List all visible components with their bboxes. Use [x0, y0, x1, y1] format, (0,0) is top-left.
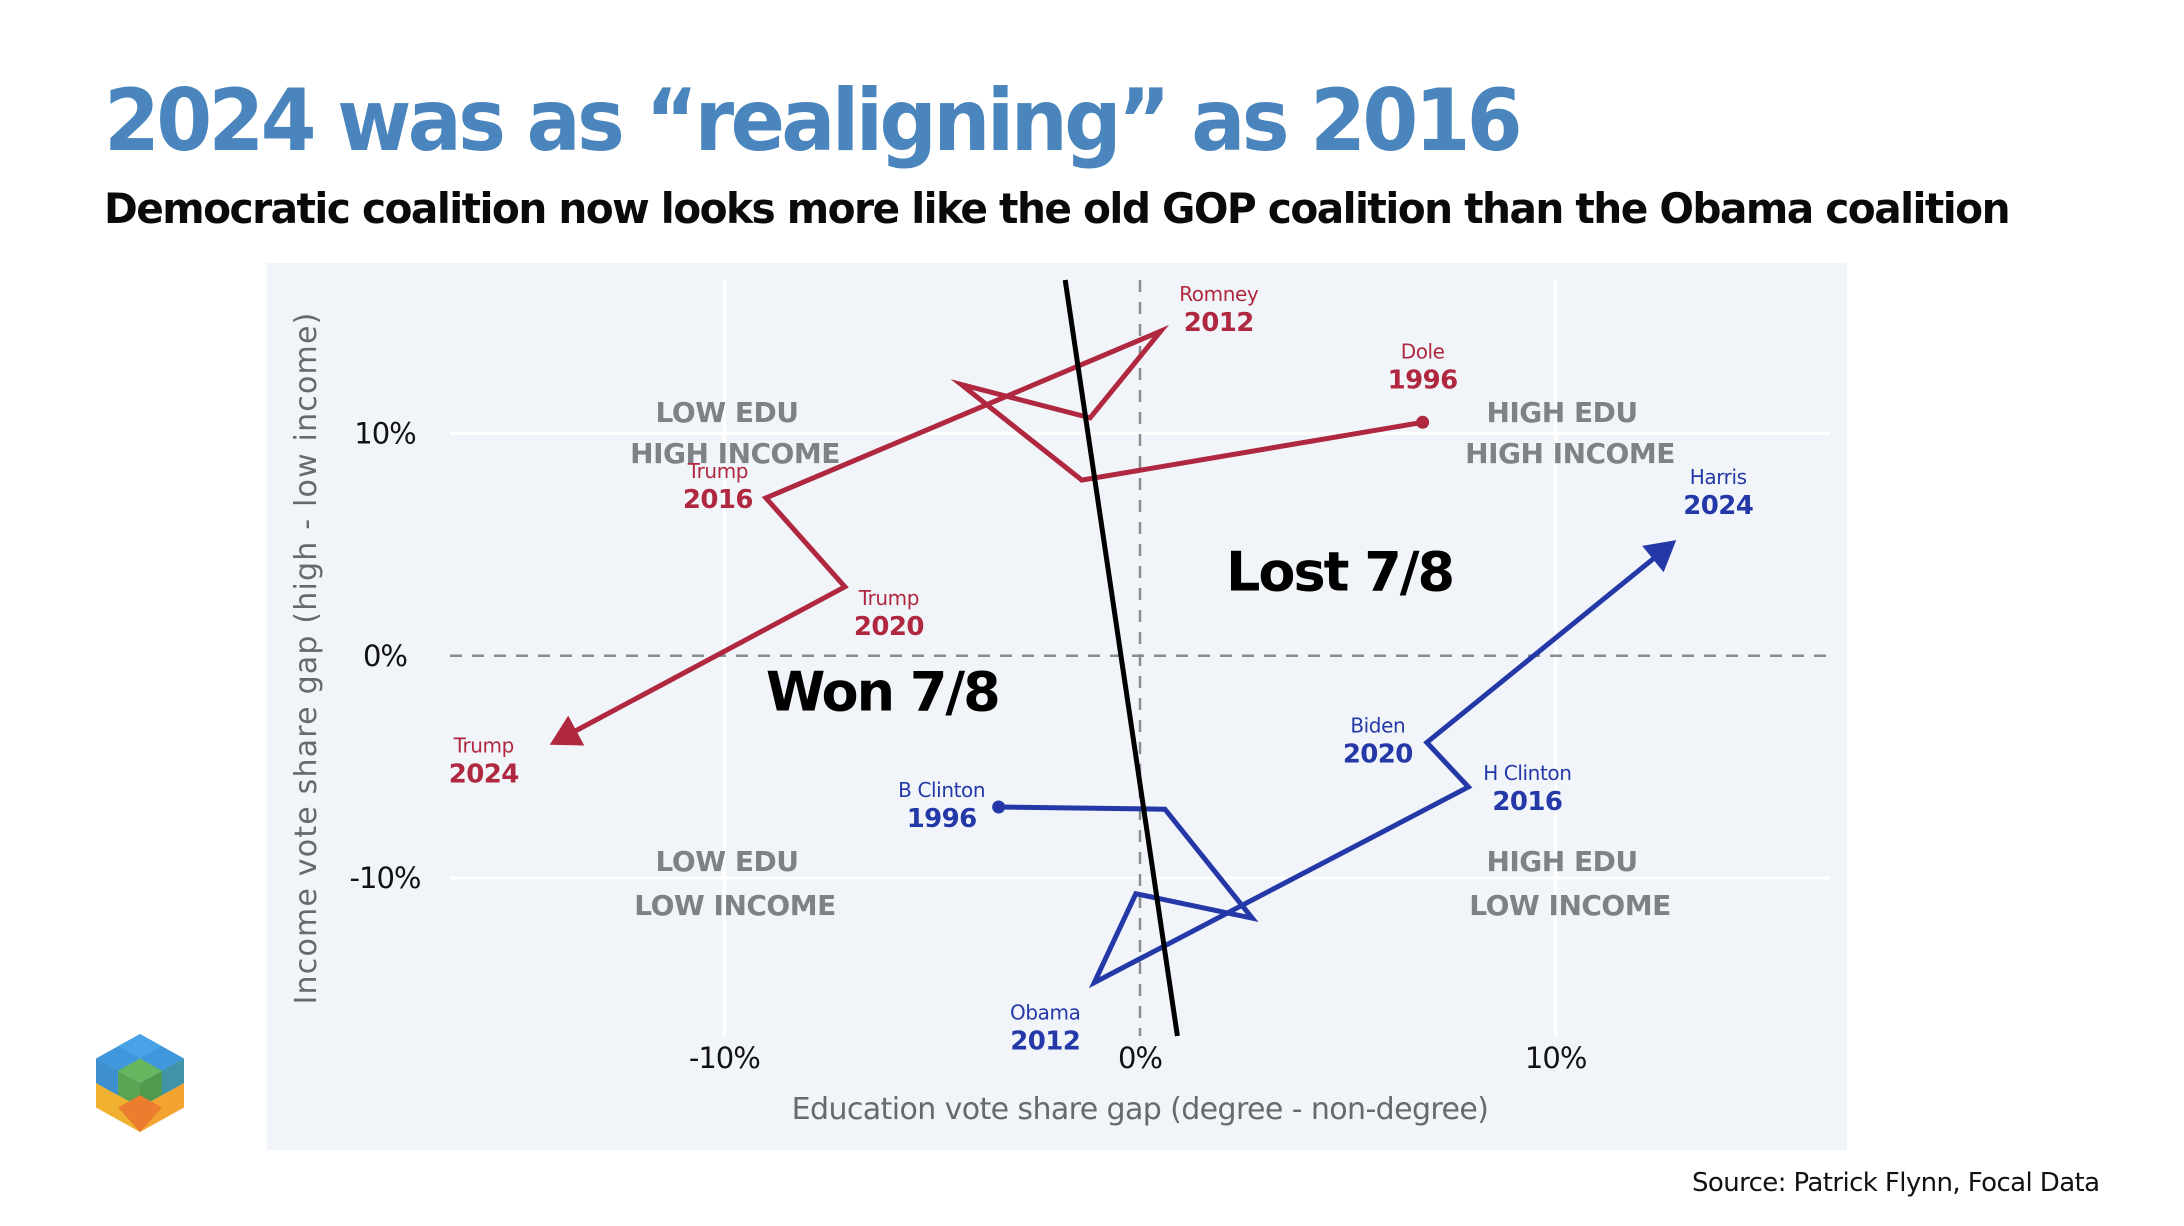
- point-label-candidate: Biden: [1350, 713, 1405, 737]
- point-label-candidate: Trump: [687, 459, 748, 483]
- annotation-divider-line: [1062, 279, 1180, 1037]
- quadrant-label-bottom-right-line2: LOW INCOME: [1469, 889, 1670, 922]
- point-label-year: 2012: [1010, 1027, 1080, 1057]
- point-label-candidate: H Clinton: [1483, 761, 1571, 785]
- x-axis-title: Education vote share gap (degree - non-d…: [792, 1092, 1489, 1127]
- page-title: 2024 was as “realigning” as 2016: [104, 71, 1523, 171]
- y-axis-title: Income vote share gap (high - low income…: [289, 311, 324, 1004]
- start-dot-republican: [1416, 415, 1430, 429]
- quadrant-label-bottom-left-line1: LOW EDU: [656, 845, 799, 878]
- point-label-candidate: Romney: [1179, 282, 1259, 306]
- scatter-path-chart: -10% 0% 10% 10% 0% -10% Education vote share g…: [289, 279, 1830, 1127]
- point-label-year: 2016: [1492, 787, 1562, 817]
- y-tick-label: -10%: [350, 861, 421, 895]
- point-label-year: 2020: [854, 612, 924, 642]
- point-label-candidate: B Clinton: [898, 778, 985, 802]
- series-line-democratic: [998, 555, 1657, 989]
- source-note: Source: Patrick Flynn, Focal Data: [1692, 1168, 2100, 1198]
- arrowhead-republican: [549, 715, 585, 746]
- annotation-won: Won 7/8: [766, 660, 999, 723]
- quadrant-label-top-left-line1: LOW EDU: [656, 396, 799, 429]
- quadrant-label-bottom-left-line2: LOW INCOME: [634, 889, 835, 922]
- point-label-candidate: Harris: [1690, 465, 1747, 489]
- point-label-candidate: Trump: [858, 586, 919, 610]
- point-label-year: 1996: [1388, 365, 1458, 395]
- arrowhead-democratic: [1642, 540, 1677, 573]
- point-label-year: 1996: [907, 804, 977, 834]
- point-label-candidate: Dole: [1401, 339, 1445, 363]
- y-tick-label: 10%: [354, 416, 415, 450]
- x-tick-label: 0%: [1118, 1041, 1162, 1075]
- focal-data-logo-icon: [96, 1034, 184, 1132]
- x-tick-label: -10%: [689, 1041, 760, 1075]
- chart-panel: -10% 0% 10% 10% 0% -10% Education vote share g…: [267, 263, 1847, 1150]
- point-label-year: 2020: [1343, 739, 1413, 769]
- x-tick-label: 10%: [1525, 1041, 1586, 1075]
- quadrant-label-top-right-line1: HIGH EDU: [1486, 396, 1637, 429]
- point-label-year: 2024: [449, 760, 519, 790]
- y-tick-label: 0%: [363, 639, 407, 673]
- point-label-year: 2016: [683, 485, 753, 515]
- point-label-candidate: Obama: [1010, 1001, 1080, 1025]
- point-label-year: 2024: [1683, 491, 1753, 521]
- quadrant-label-bottom-right-line1: HIGH EDU: [1486, 845, 1637, 878]
- start-dot-democratic: [992, 800, 1006, 814]
- point-label-candidate: Trump: [453, 734, 514, 758]
- point-label-year: 2012: [1184, 308, 1254, 338]
- annotation-lost: Lost 7/8: [1226, 540, 1453, 603]
- quadrant-label-top-right-line2: HIGH INCOME: [1465, 437, 1675, 470]
- page-subtitle: Democratic coalition now looks more like…: [104, 184, 2011, 233]
- series-line-republican: [573, 324, 1424, 734]
- quadrant-label-top-left-line2: HIGH INCOME: [630, 437, 840, 470]
